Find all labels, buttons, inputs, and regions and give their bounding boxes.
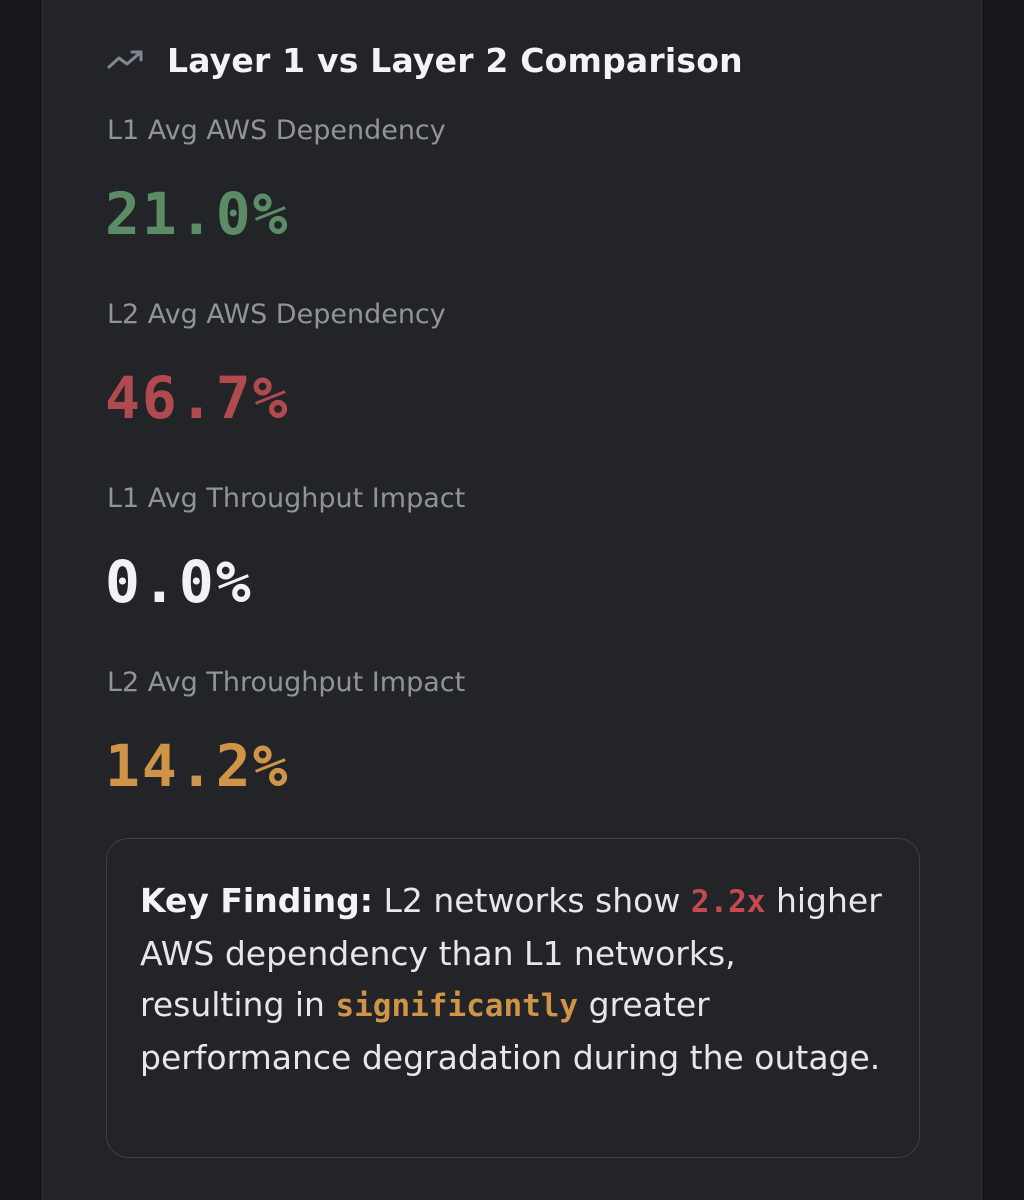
l1-aws-dependency-value: 21.0% [105, 180, 290, 248]
key-finding-text-2: higher AWS dependency than L1 networks, … [140, 881, 882, 1024]
card-header: Layer 1 vs Layer 2 Comparison [107, 36, 743, 84]
l2-aws-dependency-value: 46.7% [105, 364, 290, 432]
comparison-card: Layer 1 vs Layer 2 Comparison L1 Avg AWS… [42, 0, 982, 1200]
l1-aws-dependency-label: L1 Avg AWS Dependency [107, 115, 446, 146]
l1-throughput-impact-value: 0.0% [105, 548, 253, 616]
l2-aws-dependency-label: L2 Avg AWS Dependency [107, 299, 446, 330]
key-finding-text-3: greater performance degradation during t… [140, 985, 881, 1077]
key-finding-box: Key Finding: L2 networks show 2.2x highe… [106, 838, 920, 1158]
l2-throughput-impact-label: L2 Avg Throughput Impact [107, 667, 466, 698]
l2-throughput-impact-value: 14.2% [105, 732, 290, 800]
key-finding-lead: Key Finding: [140, 881, 373, 920]
key-finding-multiplier: 2.2x [690, 884, 766, 920]
l1-throughput-impact-label: L1 Avg Throughput Impact [107, 483, 466, 514]
trending-up-icon [107, 48, 147, 72]
key-finding-text-1: L2 networks show [372, 881, 691, 920]
key-finding-emphasis: significantly [335, 988, 579, 1024]
card-title: Layer 1 vs Layer 2 Comparison [167, 40, 743, 80]
